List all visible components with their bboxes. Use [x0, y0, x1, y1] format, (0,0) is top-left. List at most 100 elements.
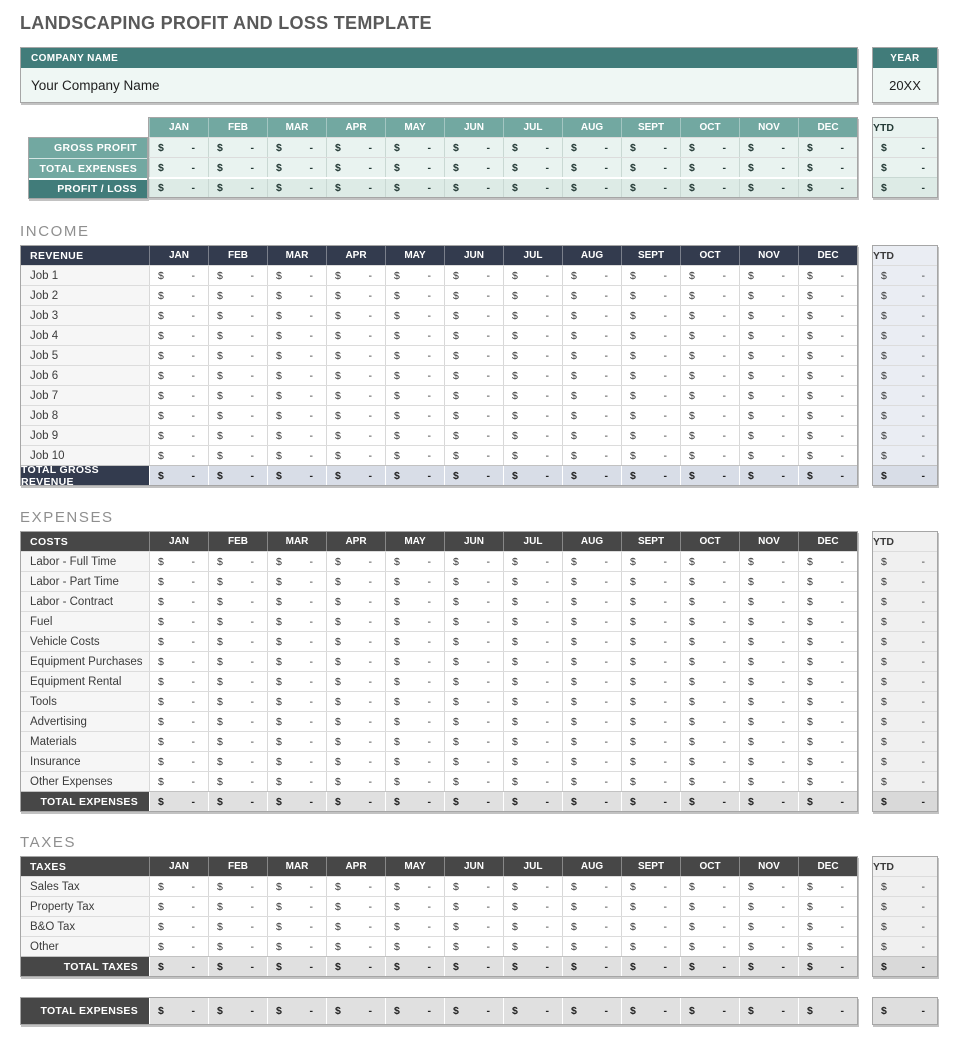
amount-cell[interactable]: $ - [385, 612, 444, 631]
ytd-amount-cell[interactable]: $ - [873, 876, 937, 896]
amount-cell[interactable]: $ - [444, 632, 503, 651]
amount-cell[interactable]: $ - [149, 366, 208, 385]
ytd-amount-cell[interactable]: $ - [873, 405, 937, 425]
amount-cell[interactable]: $ - [444, 286, 503, 305]
amount-cell[interactable]: $ - [385, 732, 444, 751]
amount-cell[interactable]: $ - [385, 712, 444, 731]
row-label-cell[interactable]: Job 3 [21, 306, 149, 325]
amount-cell[interactable]: $ - [562, 792, 621, 811]
amount-cell[interactable]: $ - [798, 326, 857, 345]
row-label-cell[interactable]: Job 1 [21, 266, 149, 285]
amount-cell[interactable]: $ - [680, 366, 739, 385]
amount-cell[interactable]: $ - [503, 446, 562, 465]
amount-cell[interactable]: $ - [208, 692, 267, 711]
amount-cell[interactable]: $ - [503, 877, 562, 896]
row-label-cell[interactable]: Equipment Purchases [21, 652, 149, 671]
amount-cell[interactable]: $ - [444, 712, 503, 731]
amount-cell[interactable]: $ - [680, 326, 739, 345]
amount-cell[interactable]: $ - [444, 732, 503, 751]
amount-cell[interactable]: $ - [798, 998, 857, 1024]
amount-cell[interactable]: $ - [739, 652, 798, 671]
amount-cell[interactable]: $ - [798, 572, 857, 591]
amount-cell[interactable]: $ - [149, 446, 208, 465]
amount-cell[interactable]: $ - [326, 957, 385, 976]
amount-cell[interactable]: $ - [326, 346, 385, 365]
amount-cell[interactable]: $ - [149, 632, 208, 651]
year-cell[interactable]: 20XX [873, 68, 937, 102]
amount-cell[interactable]: $ - [562, 446, 621, 465]
amount-cell[interactable]: $ - [149, 897, 208, 916]
ytd-amount-cell[interactable]: $ - [873, 771, 937, 791]
row-label-cell[interactable]: Labor - Part Time [21, 572, 149, 591]
amount-cell[interactable]: $ - [149, 326, 208, 345]
amount-cell[interactable]: $ - [739, 466, 798, 485]
amount-cell[interactable]: $ - [503, 406, 562, 425]
amount-cell[interactable]: $ - [444, 386, 503, 405]
amount-cell[interactable]: $ - [208, 366, 267, 385]
amount-cell[interactable]: $ - [621, 158, 680, 177]
amount-cell[interactable]: $ - [503, 672, 562, 691]
row-label-cell[interactable]: Tools [21, 692, 149, 711]
amount-cell[interactable]: $ - [267, 346, 326, 365]
ytd-amount-cell[interactable]: $ - [873, 445, 937, 465]
amount-cell[interactable]: $ - [326, 572, 385, 591]
amount-cell[interactable]: $ - [562, 592, 621, 611]
amount-cell[interactable]: $ - [739, 386, 798, 405]
amount-cell[interactable]: $ - [326, 652, 385, 671]
ytd-amount-cell[interactable]: $ - [873, 731, 937, 751]
amount-cell[interactable]: $ - [149, 592, 208, 611]
amount-cell[interactable]: $ - [385, 672, 444, 691]
amount-cell[interactable]: $ - [680, 957, 739, 976]
amount-cell[interactable]: $ - [444, 652, 503, 671]
amount-cell[interactable]: $ - [208, 346, 267, 365]
amount-cell[interactable]: $ - [385, 752, 444, 771]
amount-cell[interactable]: $ - [503, 692, 562, 711]
amount-cell[interactable]: $ - [739, 138, 798, 157]
amount-cell[interactable]: $ - [444, 266, 503, 285]
amount-cell[interactable]: $ - [385, 917, 444, 936]
amount-cell[interactable]: $ - [385, 466, 444, 485]
amount-cell[interactable]: $ - [562, 877, 621, 896]
ytd-amount-cell[interactable]: $ - [873, 611, 937, 631]
amount-cell[interactable]: $ - [326, 752, 385, 771]
amount-cell[interactable]: $ - [562, 552, 621, 571]
amount-cell[interactable]: $ - [149, 138, 208, 157]
amount-cell[interactable]: $ - [503, 652, 562, 671]
amount-cell[interactable]: $ - [739, 346, 798, 365]
ytd-amount-cell[interactable]: $ - [873, 711, 937, 731]
amount-cell[interactable]: $ - [267, 552, 326, 571]
amount-cell[interactable]: $ - [739, 592, 798, 611]
amount-cell[interactable]: $ - [208, 792, 267, 811]
amount-cell[interactable]: $ - [208, 326, 267, 345]
amount-cell[interactable]: $ - [680, 917, 739, 936]
amount-cell[interactable]: $ - [621, 612, 680, 631]
amount-cell[interactable]: $ - [798, 652, 857, 671]
row-label-cell[interactable]: Fuel [21, 612, 149, 631]
ytd-amount-cell[interactable]: $ - [873, 345, 937, 365]
amount-cell[interactable]: $ - [149, 158, 208, 177]
ytd-amount-cell[interactable]: $ - [873, 285, 937, 305]
amount-cell[interactable]: $ - [680, 897, 739, 916]
amount-cell[interactable]: $ - [208, 897, 267, 916]
amount-cell[interactable]: $ - [680, 286, 739, 305]
row-label-cell[interactable]: Job 2 [21, 286, 149, 305]
row-label-cell[interactable]: Job 8 [21, 406, 149, 425]
amount-cell[interactable]: $ - [267, 179, 326, 197]
amount-cell[interactable]: $ - [444, 957, 503, 976]
amount-cell[interactable]: $ - [562, 897, 621, 916]
amount-cell[interactable]: $ - [739, 406, 798, 425]
amount-cell[interactable]: $ - [680, 426, 739, 445]
amount-cell[interactable]: $ - [267, 937, 326, 956]
amount-cell[interactable]: $ - [798, 877, 857, 896]
ytd-amount-cell[interactable]: $ - [873, 265, 937, 285]
amount-cell[interactable]: $ - [385, 406, 444, 425]
amount-cell[interactable]: $ - [208, 466, 267, 485]
amount-cell[interactable]: $ - [739, 612, 798, 631]
amount-cell[interactable]: $ - [385, 652, 444, 671]
amount-cell[interactable]: $ - [149, 266, 208, 285]
amount-cell[interactable]: $ - [739, 446, 798, 465]
amount-cell[interactable]: $ - [562, 366, 621, 385]
amount-cell[interactable]: $ - [267, 897, 326, 916]
amount-cell[interactable]: $ - [562, 306, 621, 325]
amount-cell[interactable]: $ - [798, 792, 857, 811]
